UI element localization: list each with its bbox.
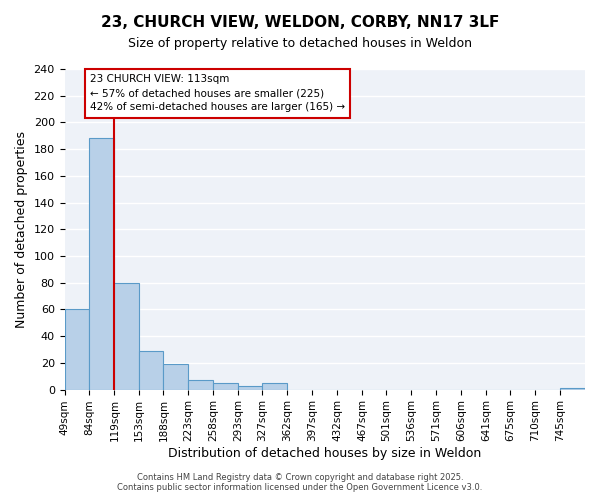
- Bar: [214, 383, 238, 390]
- Bar: [262, 383, 287, 390]
- Bar: [89, 138, 115, 390]
- Text: Size of property relative to detached houses in Weldon: Size of property relative to detached ho…: [128, 38, 472, 51]
- Y-axis label: Number of detached properties: Number of detached properties: [15, 131, 28, 328]
- Text: 23, CHURCH VIEW, WELDON, CORBY, NN17 3LF: 23, CHURCH VIEW, WELDON, CORBY, NN17 3LF: [101, 15, 499, 30]
- X-axis label: Distribution of detached houses by size in Weldon: Distribution of detached houses by size …: [168, 447, 481, 460]
- Bar: [560, 388, 585, 390]
- Text: 23 CHURCH VIEW: 113sqm
← 57% of detached houses are smaller (225)
42% of semi-de: 23 CHURCH VIEW: 113sqm ← 57% of detached…: [90, 74, 345, 112]
- Bar: [238, 386, 262, 390]
- Bar: [115, 282, 139, 390]
- Bar: [163, 364, 188, 390]
- Bar: [65, 310, 89, 390]
- Text: Contains HM Land Registry data © Crown copyright and database right 2025.
Contai: Contains HM Land Registry data © Crown c…: [118, 473, 482, 492]
- Bar: [188, 380, 214, 390]
- Bar: [139, 351, 163, 390]
